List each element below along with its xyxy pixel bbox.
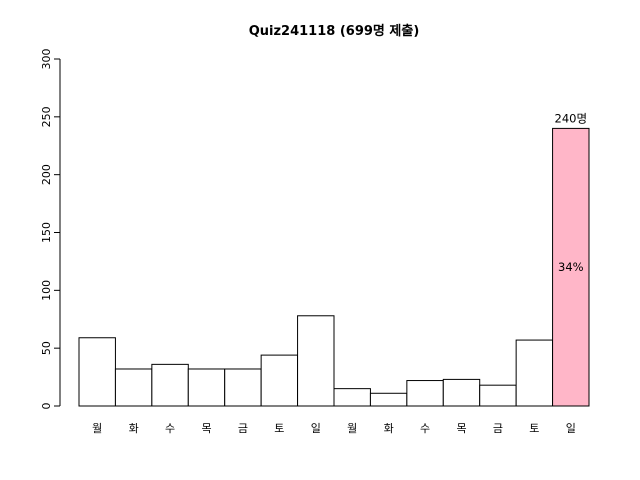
y-axis-ticks: 0 50 100 150 200 250 300 — [40, 49, 60, 410]
x-tick-label-5: 토 — [274, 422, 284, 435]
x-tick-label-1: 화 — [129, 422, 139, 435]
y-tick-label-5: 250 — [40, 106, 53, 127]
y-tick-label-2: 100 — [40, 280, 53, 301]
x-tick-label-10: 목 — [456, 422, 466, 435]
bar-11 — [479, 384, 517, 407]
bar-7 — [333, 388, 371, 407]
x-tick-label-3: 목 — [201, 422, 211, 435]
y-tick-label-4: 200 — [40, 164, 53, 185]
bar-12 — [515, 339, 554, 407]
bar-8 — [369, 392, 408, 407]
bar-5 — [260, 354, 299, 407]
x-tick-label-6: 일 — [311, 421, 321, 435]
bar-13 — [552, 127, 590, 407]
bar-3 — [187, 368, 226, 407]
bar-1 — [114, 368, 153, 407]
x-tick-label-12: 토 — [529, 422, 539, 435]
x-tick-label-4: 금 — [238, 422, 248, 435]
y-tick-label-6: 300 — [40, 49, 53, 70]
x-tick-label-0: 월 — [92, 422, 102, 435]
y-tick-label-1: 50 — [40, 341, 53, 355]
y-tick-label-3: 150 — [40, 222, 53, 243]
bar-10 — [442, 378, 481, 407]
bar-annotations: 240명 34% — [555, 111, 588, 274]
y-tick-label-0: 0 — [40, 403, 53, 410]
bar-0 — [78, 337, 116, 407]
bar-9 — [406, 380, 444, 407]
bar-6 — [297, 315, 335, 407]
highlight-inner-label: 34% — [558, 260, 584, 274]
x-tick-label-13: 일 — [566, 421, 576, 435]
x-tick-label-8: 화 — [384, 422, 394, 435]
x-tick-label-2: 수 — [165, 422, 175, 435]
x-tick-label-7: 월 — [347, 422, 357, 435]
chart-title: Quiz241118 (699명 제출) — [249, 23, 420, 39]
bar-2 — [151, 363, 189, 407]
x-tick-label-11: 금 — [493, 422, 503, 435]
x-tick-label-9: 수 — [420, 422, 430, 435]
bar-4 — [224, 368, 262, 407]
bars-group — [78, 127, 590, 407]
highlight-top-label: 240명 — [555, 111, 588, 125]
